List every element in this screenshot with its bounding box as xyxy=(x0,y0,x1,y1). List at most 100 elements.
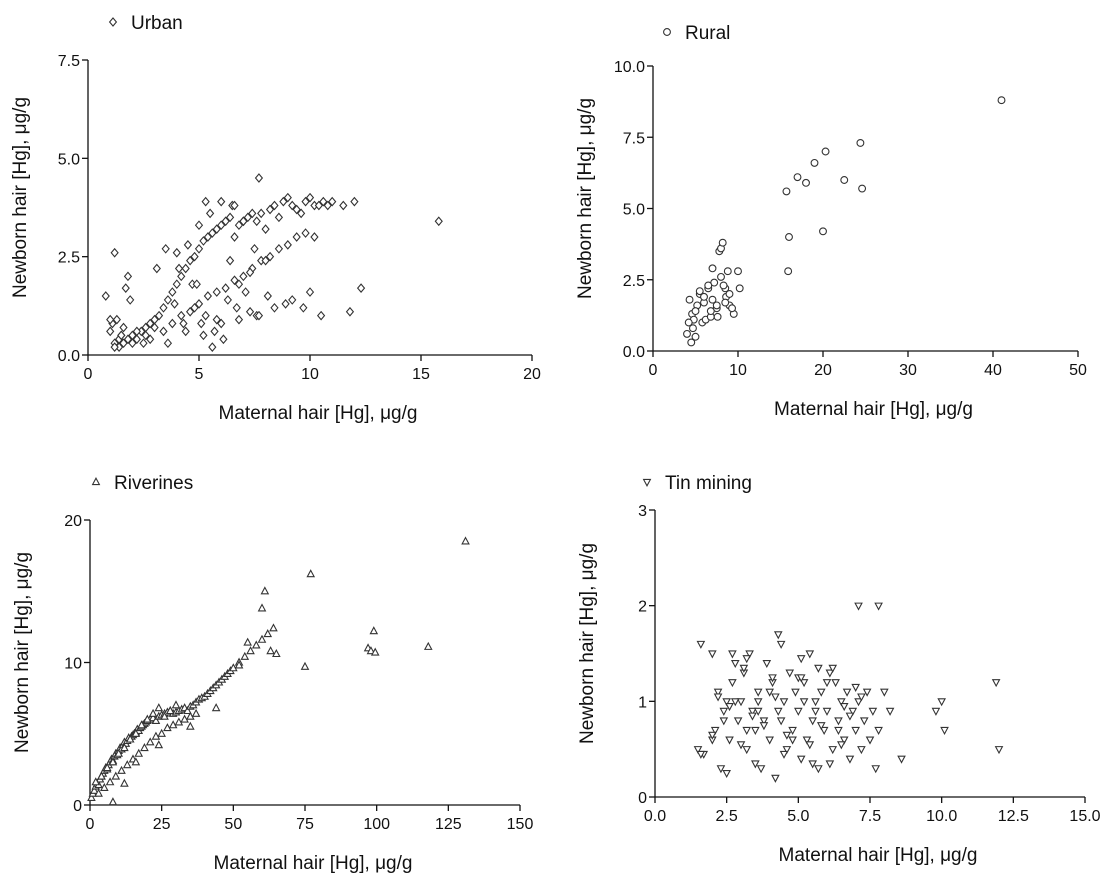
data-point xyxy=(217,220,226,231)
data-point xyxy=(283,192,292,203)
data-point xyxy=(121,283,130,293)
data-point xyxy=(821,147,830,156)
data-point xyxy=(119,338,128,349)
data-point xyxy=(684,318,693,327)
data-point xyxy=(145,737,155,746)
data-point xyxy=(782,746,792,755)
data-point xyxy=(230,200,239,211)
legend-urban: Urban xyxy=(108,13,183,34)
data-point xyxy=(756,765,766,774)
y-tick-label: 3 xyxy=(638,503,647,520)
data-point xyxy=(111,771,121,780)
data-point xyxy=(735,284,744,293)
data-point xyxy=(857,746,866,755)
data-point xyxy=(794,707,803,716)
data-point xyxy=(197,318,206,329)
data-point xyxy=(157,728,166,737)
y-tick-label: 0 xyxy=(73,798,82,815)
data-point xyxy=(168,287,177,297)
data-point xyxy=(728,304,736,313)
data-point xyxy=(725,290,734,298)
data-point xyxy=(940,726,949,735)
data-point xyxy=(87,792,96,801)
data-point xyxy=(250,243,259,254)
data-point xyxy=(120,778,129,787)
data-point xyxy=(292,232,301,242)
data-point xyxy=(152,263,161,274)
x-tick-label: 150 xyxy=(507,816,534,833)
y-tick-label: 10.0 xyxy=(614,59,645,76)
data-point xyxy=(742,726,752,735)
data-point xyxy=(719,717,729,726)
data-point xyxy=(461,536,470,545)
data-point xyxy=(819,726,829,735)
data-point xyxy=(161,243,170,254)
data-point xyxy=(717,272,725,281)
legend-tin-mining: Tin mining xyxy=(642,473,752,494)
data-point xyxy=(221,216,230,227)
y-tick-label: 5.0 xyxy=(58,151,80,168)
data-point xyxy=(192,279,201,290)
data-point xyxy=(108,797,118,806)
data-point xyxy=(811,707,820,716)
data-point xyxy=(695,287,704,296)
data-point xyxy=(128,338,137,349)
data-point xyxy=(753,707,763,716)
data-point xyxy=(181,326,190,337)
panel-riverines: Riverines Maternal hair [Hg], μg/g Newbo… xyxy=(12,473,533,874)
data-point xyxy=(708,731,717,740)
data-point xyxy=(172,279,181,290)
data-point xyxy=(366,646,376,655)
data-point xyxy=(716,765,726,774)
data-point xyxy=(234,220,244,231)
data-point xyxy=(314,200,324,211)
data-point xyxy=(306,569,316,578)
data-point xyxy=(301,196,310,207)
y-tick-label: 7.5 xyxy=(623,130,645,147)
data-point xyxy=(117,765,126,774)
data-point xyxy=(140,743,149,752)
data-point xyxy=(191,708,201,717)
data-point xyxy=(186,711,195,720)
data-point xyxy=(261,255,270,266)
data-point xyxy=(240,651,250,660)
data-point xyxy=(265,251,275,262)
data-point xyxy=(185,255,195,266)
data-point xyxy=(745,650,754,659)
data-point xyxy=(350,196,359,207)
data-point xyxy=(845,712,855,721)
data-point xyxy=(183,240,193,250)
data-point xyxy=(305,287,315,297)
data-point xyxy=(274,212,284,223)
data-point xyxy=(725,703,734,712)
data-point xyxy=(356,283,366,293)
data-point xyxy=(834,726,843,735)
data-point xyxy=(251,640,261,649)
data-point xyxy=(163,338,173,349)
data-point xyxy=(263,291,272,301)
x-tick-label: 0.0 xyxy=(644,808,666,825)
data-point xyxy=(159,326,168,337)
y-tick-label: 1 xyxy=(638,694,647,711)
data-point xyxy=(91,777,101,786)
data-point xyxy=(725,736,734,745)
data-point xyxy=(217,318,226,329)
data-point xyxy=(718,238,727,247)
data-point xyxy=(788,726,797,735)
data-point xyxy=(728,650,737,659)
data-point xyxy=(771,774,780,783)
data-point xyxy=(779,750,789,759)
data-point xyxy=(229,663,238,672)
data-point xyxy=(693,746,703,755)
data-point xyxy=(263,629,273,638)
data-point xyxy=(796,655,806,664)
data-point xyxy=(837,741,846,750)
data-point xyxy=(691,307,700,316)
x-tick-label: 10 xyxy=(301,366,319,383)
data-point xyxy=(753,698,763,707)
data-point xyxy=(179,318,188,329)
data-point xyxy=(345,306,355,317)
legend-marker-rural xyxy=(663,28,671,36)
legend-rural: Rural xyxy=(663,23,730,44)
legend-label-rural: Rural xyxy=(685,23,730,44)
